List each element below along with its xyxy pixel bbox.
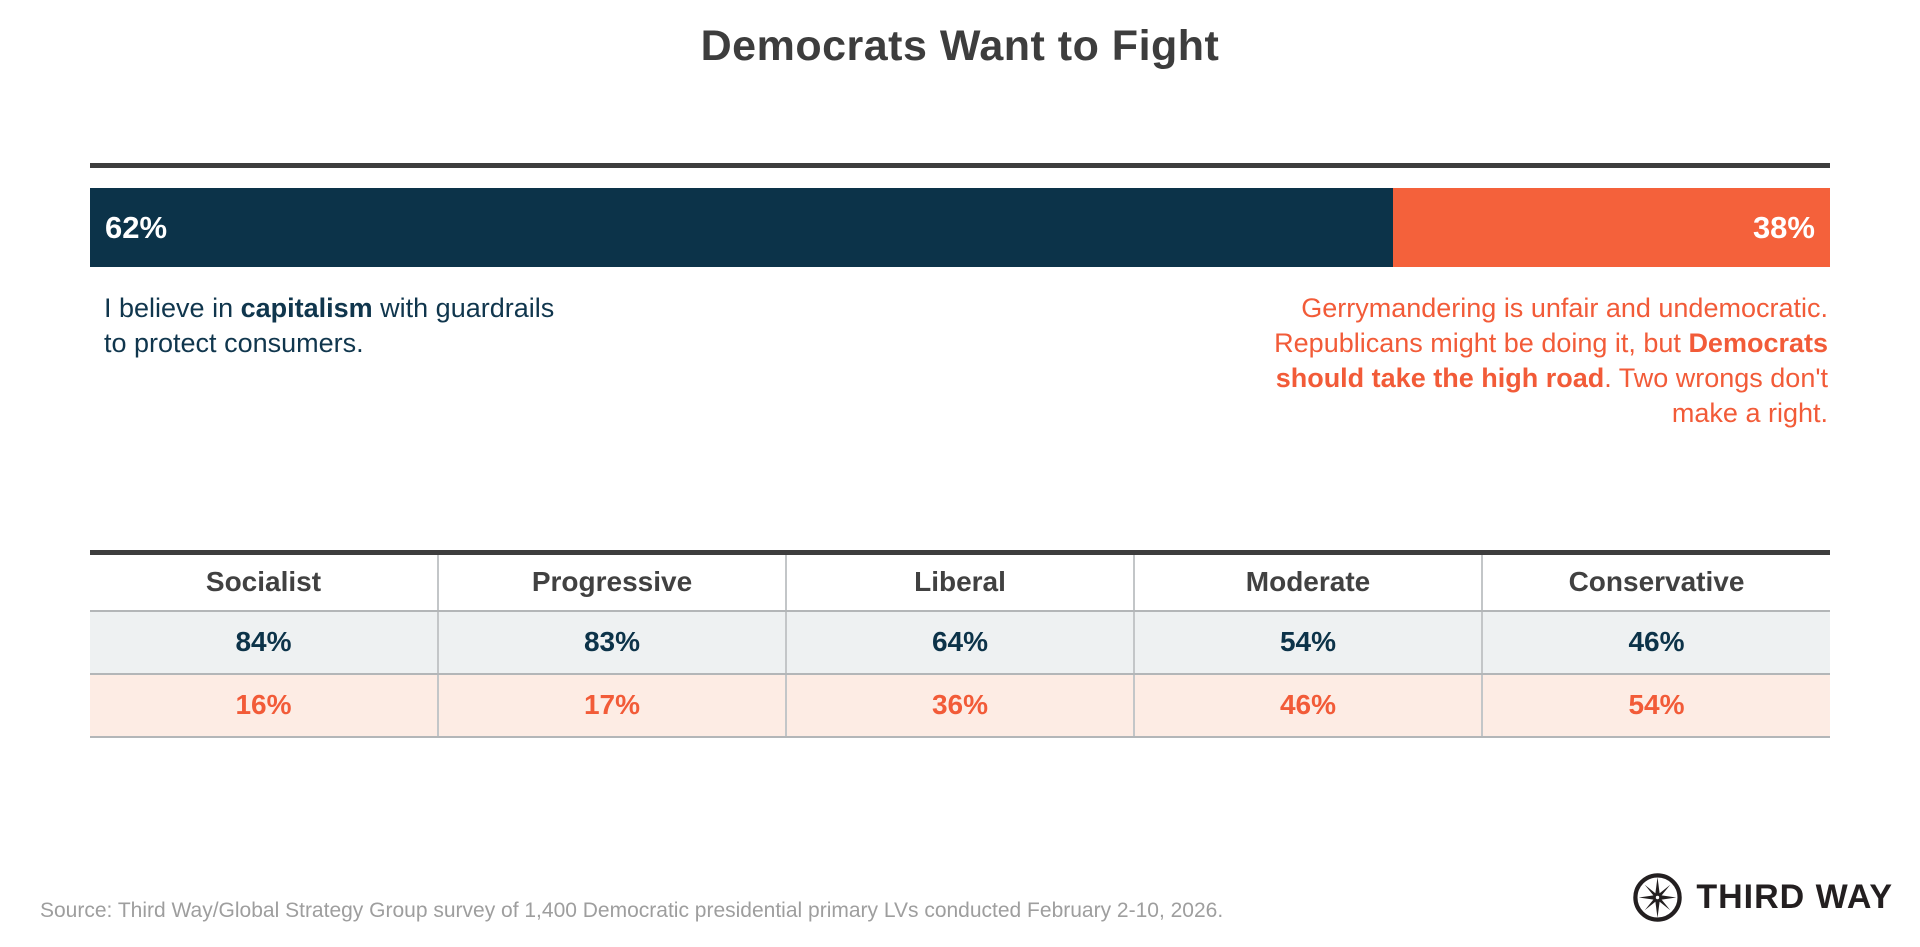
table-value-cell: 46% xyxy=(1482,610,1830,675)
statement-text-run: should take the high road xyxy=(1275,363,1605,393)
statement-text-run: Gerrymandering is unfair and undemocrati… xyxy=(1301,293,1828,323)
compass-star-icon xyxy=(1633,873,1683,922)
table-value-cell: 17% xyxy=(438,673,787,738)
table-header-cell: Moderate xyxy=(1134,552,1483,612)
third-way-wordmark: THIRD WAY xyxy=(1696,878,1893,916)
table-header-cell: Socialist xyxy=(90,552,439,612)
statement-text-run: make a right. xyxy=(1671,398,1828,428)
statement-capitalism: I believe in capitalism with guardrails t… xyxy=(104,291,554,361)
table-row-capitalism-statement-share: 84% 83% 64% 54% 46% xyxy=(90,610,1830,675)
bar-segment-capitalism: 62% xyxy=(90,188,1394,267)
source-note: Source: Third Way/Global Strategy Group … xyxy=(40,899,1224,922)
table-value-cell: 64% xyxy=(786,610,1135,675)
statement-text-run: I believe in xyxy=(104,293,241,323)
table-value-cell: 84% xyxy=(90,610,439,675)
table-value-cell: 36% xyxy=(786,673,1135,738)
table-header-cell: Liberal xyxy=(786,552,1135,612)
top-divider-rule xyxy=(90,163,1830,168)
table-header-cell: Progressive xyxy=(438,552,787,612)
statement-text-run: with guardrails xyxy=(372,293,555,323)
table-row-high-road-statement-share: 16% 17% 36% 46% 54% xyxy=(90,673,1830,738)
statement-text-run: capitalism xyxy=(240,293,373,323)
bar-value-label: 38% xyxy=(1752,209,1815,245)
table-value-cell: 16% xyxy=(90,673,439,738)
table-value-cell: 54% xyxy=(1134,610,1483,675)
table-value-cell: 83% xyxy=(438,610,787,675)
page-title: Democrats Want to Fight xyxy=(700,22,1220,70)
table-header-cell: Conservative xyxy=(1482,552,1830,612)
bar-value-label: 62% xyxy=(105,209,168,245)
table-value-cell: 46% xyxy=(1134,673,1483,738)
third-way-logo: THIRD WAY xyxy=(1632,872,1893,923)
statement-text-run: Republicans might be doing it, but xyxy=(1274,328,1689,358)
statement-text-run: . Two wrongs don't xyxy=(1604,363,1828,393)
table-header-row: Socialist Progressive Liberal Moderate Conse… xyxy=(90,552,1830,612)
split-bar: 62% 38% xyxy=(90,188,1830,267)
ideology-breakdown-table: Socialist Progressive Liberal Moderate Conse… xyxy=(90,550,1830,738)
statement-high-road: Gerrymandering is unfair and undemocrati… xyxy=(1274,291,1828,431)
statement-text-run: Democrats xyxy=(1688,328,1828,358)
statement-text-run: to protect consumers. xyxy=(104,328,364,358)
bar-segment-high-road: 38% xyxy=(1393,188,1830,267)
table-value-cell: 54% xyxy=(1482,673,1830,738)
